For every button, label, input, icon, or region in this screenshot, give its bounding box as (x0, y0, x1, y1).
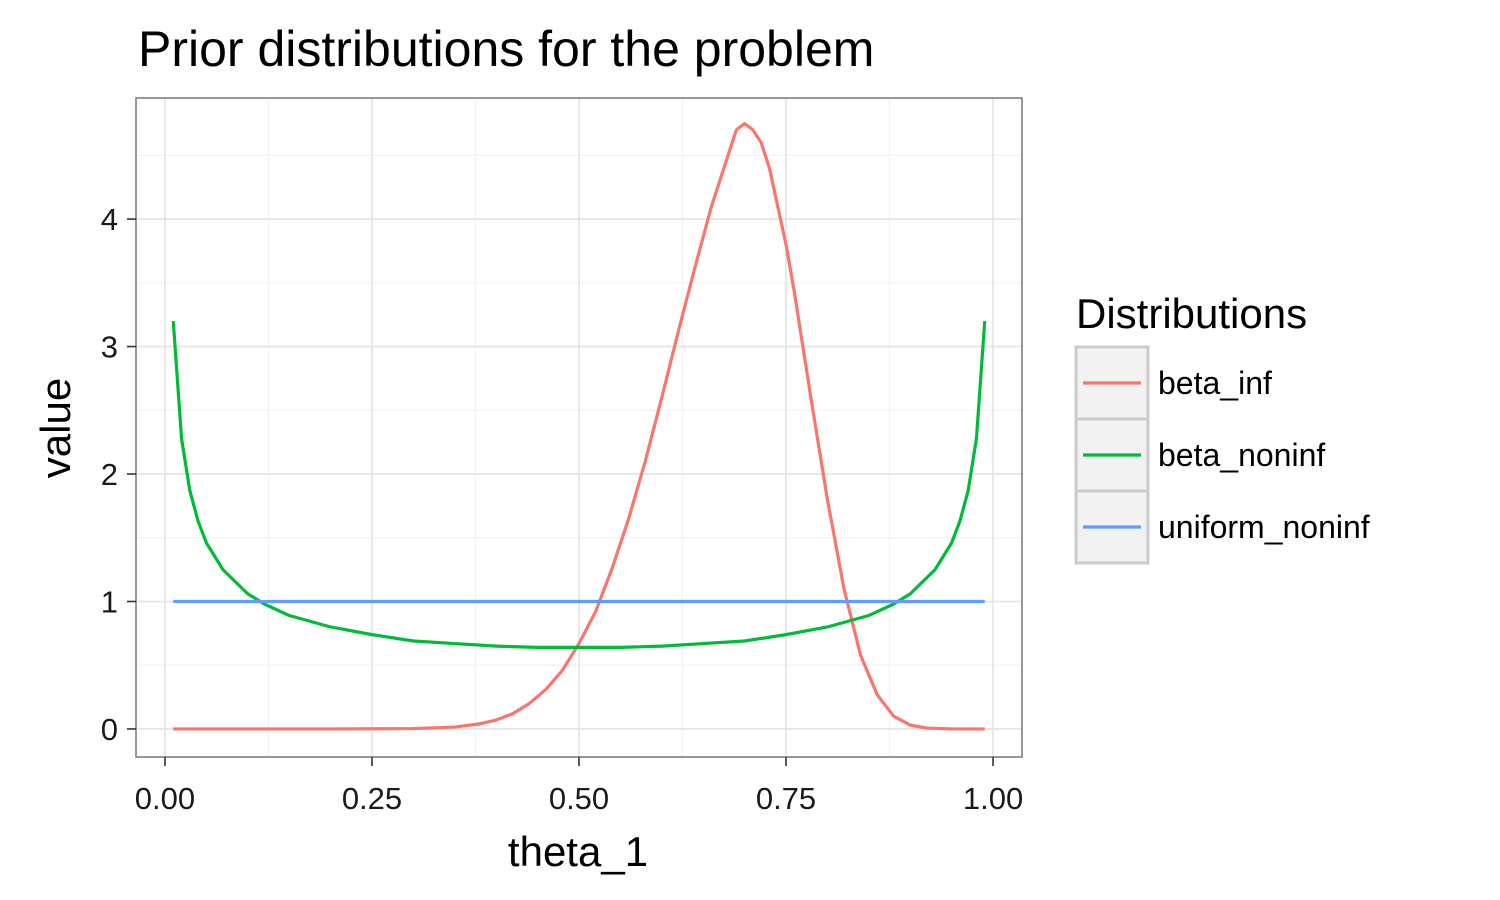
x-tick-label: 0.50 (549, 781, 609, 816)
chart-title: Prior distributions for the problem (138, 21, 874, 77)
y-tick-label: 4 (101, 202, 118, 237)
plot-area: 0.00 0.25 0.50 0.75 1.00 0 1 2 3 4 (101, 97, 1023, 816)
legend-label-uniform_noninf: uniform_noninf (1158, 509, 1370, 545)
x-tick-label: 1.00 (963, 781, 1023, 816)
legend: Distributions beta_inf beta_noninfuniform… (1074, 290, 1370, 565)
legend-label-beta_inf: beta_inf (1158, 365, 1272, 401)
x-tick-label: 0.75 (756, 781, 816, 816)
legend-title: Distributions (1076, 290, 1307, 337)
series-line-beta_noninf (171, 320, 987, 649)
x-tick-label: 0.00 (135, 781, 195, 816)
y-tick-label: 2 (101, 457, 118, 492)
y-tick-label: 1 (101, 584, 118, 619)
x-tick-label: 0.25 (342, 781, 402, 816)
y-tick-label: 0 (101, 712, 118, 747)
y-axis-title: value (32, 378, 79, 478)
series-line-beta_inf (173, 121, 985, 731)
legend-label-beta_noninf: beta_noninf (1158, 437, 1325, 473)
y-tick-label: 3 (101, 330, 118, 365)
x-axis-title: theta_1 (508, 828, 648, 875)
